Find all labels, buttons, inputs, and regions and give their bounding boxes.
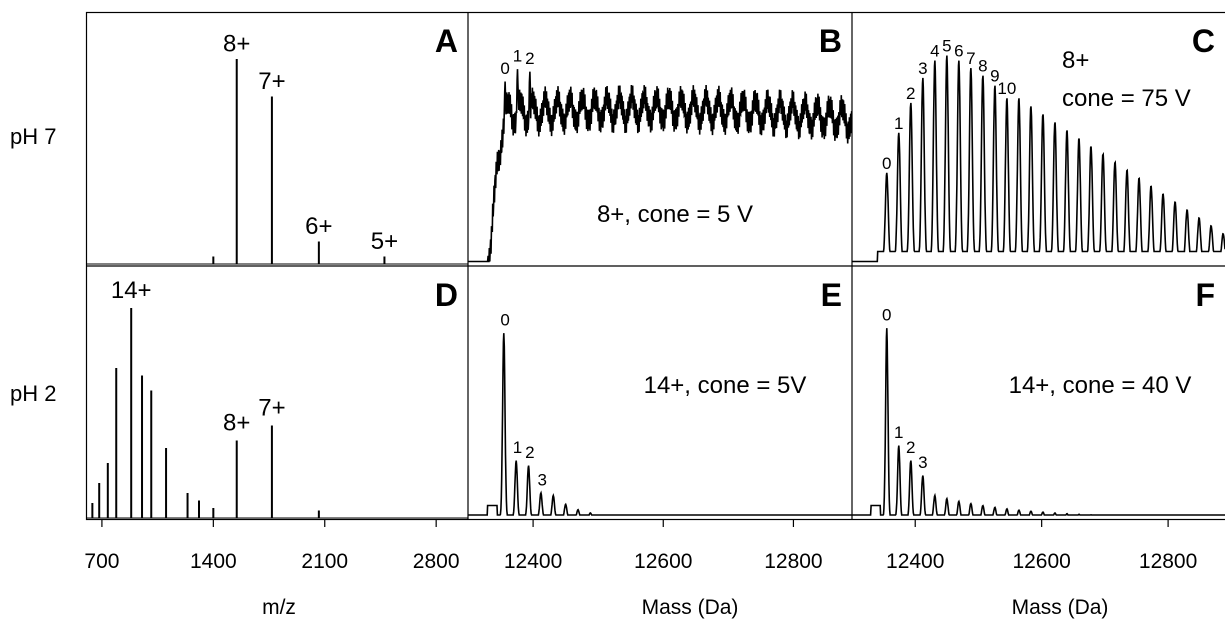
peak-number-label: 0	[882, 306, 891, 325]
peak-number-label: 5	[942, 37, 951, 56]
charge-state-label: 8+	[223, 31, 250, 58]
peak-number-label: 0	[882, 154, 891, 173]
peak-number-label: 8	[978, 57, 987, 76]
peak-number-label: 3	[918, 453, 927, 472]
charge-state-label: 6+	[305, 213, 332, 240]
xlabel-mass-b: Mass (Da)	[620, 596, 760, 620]
peak-number-label: 3	[918, 59, 927, 78]
spectrum-annotation-F: 14+, cone = 40 V	[1009, 372, 1192, 399]
xlabel-mass-c: Mass (Da)	[990, 596, 1130, 620]
charge-state-label: 7+	[258, 395, 285, 422]
spectrum-trace-E	[468, 333, 852, 515]
spectrum-annotation-C: 8+	[1062, 47, 1089, 74]
x-tick-label: 12600	[1012, 550, 1070, 573]
x-tick-label: 12800	[764, 550, 822, 573]
charge-state-label: 5+	[371, 228, 398, 255]
charge-state-label: 7+	[258, 68, 285, 95]
row-label-ph2: pH 2	[10, 381, 56, 407]
x-tick-label: 12800	[1139, 550, 1197, 573]
panel-letter-A: A	[435, 23, 458, 59]
charge-state-label: 14+	[111, 277, 152, 304]
peak-number-label: 1	[894, 423, 903, 442]
peak-number-label: 2	[525, 49, 534, 68]
peak-number-label: 2	[906, 438, 915, 457]
spectrum-annotation-E: 14+, cone = 5V	[644, 372, 807, 399]
spectrum-annotation-B: 8+, cone = 5 V	[597, 201, 753, 228]
spectrum-trace-B	[468, 69, 852, 261]
peak-number-label: 6	[954, 42, 963, 61]
peak-number-label: 1	[894, 114, 903, 133]
x-tick-label: 12600	[634, 550, 692, 573]
peak-number-label: 10	[997, 79, 1016, 98]
peak-number-label: 2	[525, 443, 534, 462]
spectrum-trace-F	[852, 328, 1225, 515]
peak-number-label: 3	[537, 471, 546, 490]
panel-letter-E: E	[821, 277, 842, 313]
peak-number-label: 1	[513, 47, 522, 66]
charge-state-label: 8+	[223, 410, 250, 437]
x-tick-label: 700	[84, 550, 119, 573]
row-label-ph7: pH 7	[10, 124, 56, 150]
peak-number-label: 7	[966, 49, 975, 68]
x-tick-label: 2100	[301, 550, 348, 573]
panel-letter-D: D	[435, 277, 458, 313]
x-tick-label: 12400	[504, 550, 562, 573]
panel-letter-F: F	[1195, 277, 1215, 313]
panel-letter-B: B	[819, 23, 842, 59]
peak-number-label: 4	[930, 42, 939, 61]
x-tick-label: 2800	[413, 550, 460, 573]
x-tick-label: 1400	[190, 550, 237, 573]
peak-number-label: 0	[500, 311, 509, 330]
panel-letter-C: C	[1192, 23, 1215, 59]
xlabel-mz: m/z	[234, 596, 324, 620]
peak-number-label: 0	[500, 59, 509, 78]
peak-number-label: 2	[906, 84, 915, 103]
peak-number-label: 1	[513, 438, 522, 457]
spectrum-annotation-C: cone = 75 V	[1062, 85, 1191, 112]
x-tick-label: 12400	[886, 550, 944, 573]
